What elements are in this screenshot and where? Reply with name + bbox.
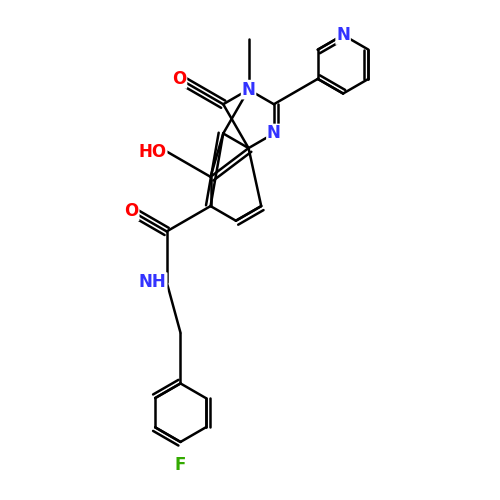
Text: NH: NH <box>139 273 166 291</box>
Text: N: N <box>267 124 281 142</box>
Text: N: N <box>336 26 350 44</box>
Text: F: F <box>175 456 186 474</box>
Text: HO: HO <box>138 142 166 160</box>
Text: O: O <box>124 202 138 220</box>
Text: O: O <box>172 70 186 88</box>
Text: N: N <box>242 80 256 98</box>
